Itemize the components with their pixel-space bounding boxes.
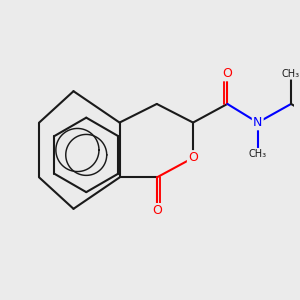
Text: CH₃: CH₃ — [282, 69, 300, 79]
Text: CH₃: CH₃ — [249, 149, 267, 159]
Text: N: N — [253, 116, 262, 129]
Text: O: O — [222, 67, 232, 80]
Text: O: O — [152, 204, 162, 217]
Text: O: O — [188, 151, 198, 164]
